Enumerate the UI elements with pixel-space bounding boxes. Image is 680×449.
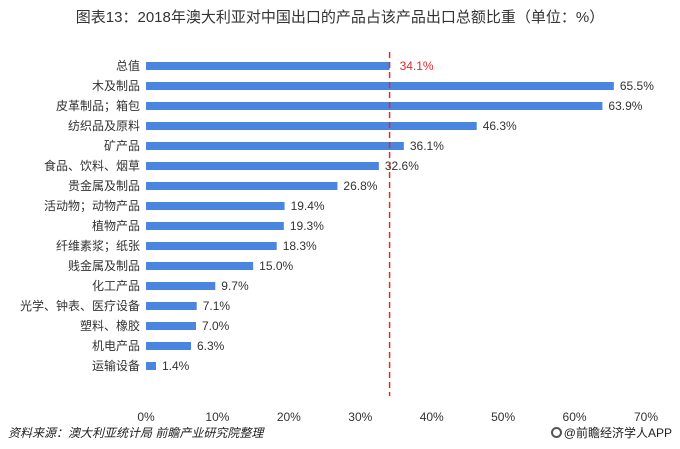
chart-title: 图表13：2018年澳大利亚对中国出口的产品占该产品出口总额比重（单位：%）	[75, 9, 605, 26]
category-label-1: 木及制品	[92, 79, 140, 93]
x-tick-label-6: 60%	[563, 410, 587, 424]
category-label-8: 植物产品	[92, 218, 140, 233]
x-tick-label-5: 50%	[491, 410, 515, 424]
value-label-2: 63.9%	[608, 99, 642, 113]
bar-12	[146, 302, 197, 310]
category-label-13: 塑料、橡胶	[80, 318, 140, 333]
x-tick-label-0: 0%	[137, 410, 155, 424]
value-label-10: 15.0%	[259, 259, 293, 273]
value-label-4: 36.1%	[410, 139, 444, 153]
value-label-3: 46.3%	[483, 119, 517, 133]
bar-13	[146, 322, 196, 330]
bar-3	[146, 122, 477, 130]
bar-11	[146, 282, 216, 290]
category-label-0: 总值	[116, 58, 140, 73]
x-tick-label-4: 40%	[420, 410, 444, 424]
value-label-7: 19.4%	[291, 199, 325, 213]
category-label-7: 活动物；动物产品	[44, 199, 140, 213]
value-label-12: 7.1%	[203, 299, 231, 313]
category-label-3: 纺织品及原料	[68, 119, 140, 133]
x-tick-label-3: 30%	[348, 410, 372, 424]
value-label-15: 1.4%	[162, 359, 190, 373]
bar-10	[146, 262, 254, 270]
brand-logo-icon	[550, 427, 562, 438]
value-label-14: 6.3%	[197, 339, 225, 353]
value-label-11: 9.7%	[221, 279, 249, 293]
brand-text: @前瞻经济学人APP	[563, 426, 672, 440]
category-label-4: 矿产品	[104, 139, 140, 153]
source-note: 资料来源：澳大利亚统计局 前瞻产业研究院整理	[8, 426, 264, 440]
bar-9	[146, 242, 277, 250]
category-label-6: 贵金属及制品	[68, 178, 140, 193]
value-label-9: 18.3%	[283, 239, 317, 253]
category-label-2: 皮革制品；箱包	[56, 98, 140, 113]
bar-8	[146, 222, 284, 230]
bar-7	[146, 202, 285, 210]
category-label-15: 运输设备	[92, 358, 140, 373]
bar-5	[146, 162, 379, 170]
bar-6	[146, 182, 338, 190]
bar-14	[146, 342, 191, 350]
x-tick-label-2: 20%	[277, 410, 301, 424]
category-label-12: 光学、钟表、医疗设备	[20, 298, 140, 313]
value-label-5: 32.6%	[385, 159, 419, 173]
category-label-9: 纤维素浆；纸张	[56, 238, 140, 253]
brand-credit: @前瞻经济学人APP	[550, 424, 672, 441]
bar-15	[146, 362, 156, 370]
value-label-0: 34.1%	[400, 59, 434, 73]
value-label-1: 65.5%	[620, 79, 654, 93]
bar-1	[146, 82, 614, 90]
category-label-14: 机电产品	[92, 339, 140, 353]
bar-0	[146, 62, 390, 70]
value-label-6: 26.8%	[343, 179, 377, 193]
value-label-13: 7.0%	[202, 319, 230, 333]
bar-4	[146, 142, 404, 150]
category-label-11: 化工产品	[92, 279, 140, 293]
x-tick-label-7: 70%	[634, 410, 658, 424]
value-label-8: 19.3%	[290, 219, 324, 233]
category-label-10: 贱金属及制品	[68, 258, 140, 273]
category-label-5: 食品、饮料、烟草	[44, 158, 140, 173]
x-tick-label-1: 10%	[205, 410, 229, 424]
bar-2	[146, 102, 603, 110]
